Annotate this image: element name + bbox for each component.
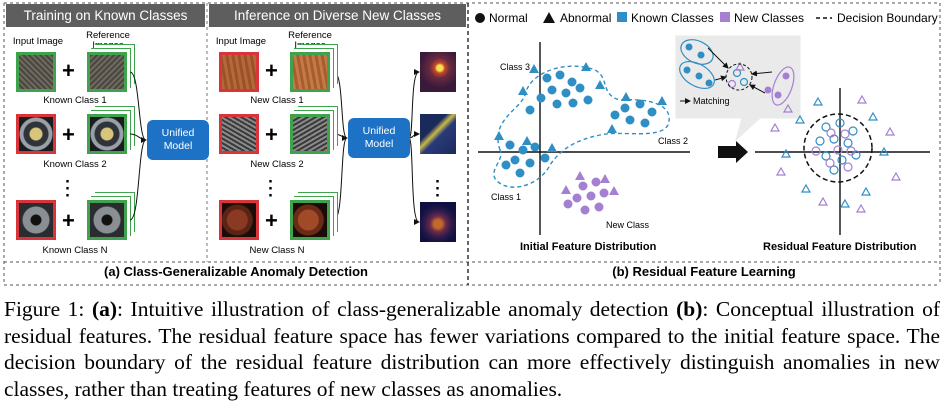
legend-boundary-label: Decision Boundary (837, 11, 938, 25)
figure-caption: Figure 1: (a): Intuitive illustration of… (4, 296, 940, 402)
anomaly-map-wood (420, 52, 456, 92)
caption-b-text: : Conceptual illustration of residual fe… (4, 297, 940, 401)
new-input-hazelnut (219, 200, 259, 240)
plus-sign: + (265, 58, 278, 83)
plus-sign: + (62, 122, 75, 147)
vertical-ellipsis: · · · (268, 172, 274, 205)
residual-distribution-title: Residual Feature Distribution (763, 241, 917, 253)
legend-new-label: New Classes (734, 11, 805, 25)
matching-label: Matching (693, 96, 730, 106)
reference-images-label-right: Reference Images (288, 30, 332, 51)
class-3-label: Class 3 (500, 62, 531, 72)
panel-b-caption: (b) Residual Feature Learning (612, 264, 796, 279)
plus-sign: + (62, 58, 75, 83)
unified-model-training: Unified Model (147, 120, 209, 160)
legend-normal-marker (475, 13, 485, 23)
new-class-2-label: New Class 2 (250, 159, 304, 170)
vertical-ellipsis: · · · (65, 172, 71, 205)
new-ref-hazelnut (290, 200, 330, 240)
new-ref-grid (290, 114, 330, 154)
known-class-2-label: Known Class 2 (43, 159, 107, 170)
residual-decision-boundary (803, 113, 873, 183)
plus-sign: + (62, 208, 75, 233)
legend-known-label: Known Classes (631, 11, 714, 25)
transform-arrow (718, 141, 748, 163)
plus-sign: + (265, 122, 278, 147)
class-2-label: Class 2 (658, 136, 689, 146)
known-input-ring (16, 114, 56, 154)
known-input-carpet (16, 52, 56, 92)
panel-b-graphics (475, 12, 930, 235)
plus-sign: + (265, 208, 278, 233)
inference-header: Inference on Diverse New Classes (209, 4, 466, 27)
caption-b-tag: (b) (676, 297, 703, 321)
known-ref-ring (87, 114, 127, 154)
initial-distribution-title: Initial Feature Distribution (520, 241, 657, 253)
training-header: Training on Known Classes (6, 4, 205, 27)
caption-figure-number: Figure 1: (4, 297, 85, 321)
new-input-wood (219, 52, 259, 92)
known-class-n-label: Known Class N (42, 245, 108, 256)
panel-a-caption: (a) Class-Generalizable Anomaly Detectio… (104, 264, 368, 279)
new-input-grid (219, 114, 259, 154)
caption-a-text: : Intuitive illustration of class-genera… (117, 297, 669, 321)
new-ref-wood (290, 52, 330, 92)
unified-model-inference: Unified Model (348, 118, 410, 158)
new-class-n-label: New Class N (249, 245, 305, 256)
new-class-1-label: New Class 1 (250, 95, 304, 106)
figure: Training on Known Classes Inference on D… (3, 2, 941, 286)
legend-new-marker (720, 12, 730, 22)
caption-a-tag: (a) (91, 297, 118, 321)
figure-frame (3, 2, 941, 286)
known-ref-nut (87, 200, 127, 240)
legend-known-marker (617, 12, 627, 22)
known-input-nut (16, 200, 56, 240)
legend-abnormal-marker (543, 12, 555, 23)
input-image-label-left: Input Image (12, 36, 64, 47)
matching-inset (675, 35, 801, 142)
anomaly-map-hazelnut (420, 202, 456, 242)
input-image-label-right: Input Image (215, 36, 267, 47)
vertical-ellipsis: · · · (435, 172, 441, 205)
known-ref-carpet (87, 52, 127, 92)
new-class-label: New Class (606, 220, 650, 230)
anomaly-map-grid (420, 114, 456, 154)
legend-normal-label: Normal (489, 11, 528, 25)
known-class-1-label: Known Class 1 (43, 95, 107, 106)
legend-abnormal-label: Abnormal (560, 11, 612, 25)
class-1-label: Class 1 (491, 192, 522, 202)
reference-images-label-left: Reference Images (86, 30, 130, 51)
